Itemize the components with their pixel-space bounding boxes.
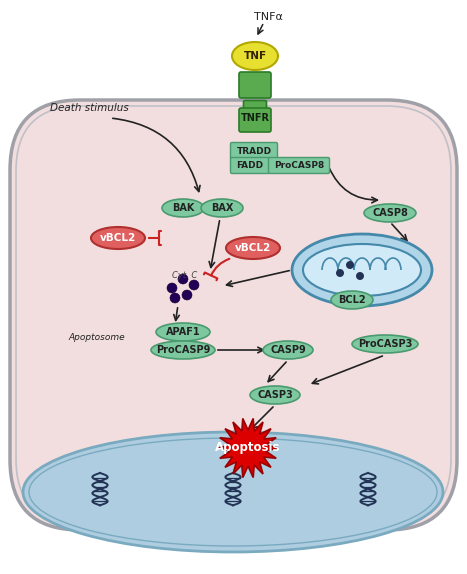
Text: ProCASP8: ProCASP8 [274, 161, 324, 169]
Circle shape [178, 274, 188, 284]
Ellipse shape [263, 341, 313, 359]
Ellipse shape [226, 237, 280, 259]
Circle shape [336, 269, 344, 277]
Text: CASP8: CASP8 [372, 208, 408, 218]
Text: vBCL2: vBCL2 [235, 243, 271, 253]
Ellipse shape [162, 199, 204, 217]
Ellipse shape [91, 227, 145, 249]
Circle shape [167, 283, 177, 293]
FancyBboxPatch shape [231, 142, 277, 160]
Text: Cyt. C: Cyt. C [172, 270, 198, 280]
Ellipse shape [23, 432, 443, 552]
Polygon shape [218, 418, 278, 478]
Ellipse shape [151, 341, 215, 359]
Ellipse shape [331, 291, 373, 309]
Text: TNF: TNF [243, 51, 267, 61]
FancyBboxPatch shape [269, 157, 330, 173]
Ellipse shape [201, 199, 243, 217]
Text: ProCASP9: ProCASP9 [156, 345, 210, 355]
FancyBboxPatch shape [231, 157, 269, 173]
Text: TNFR: TNFR [241, 113, 269, 123]
Text: BCL2: BCL2 [338, 295, 366, 305]
Text: Apoptosis: Apoptosis [215, 441, 281, 455]
Text: BAX: BAX [211, 203, 233, 213]
Text: CASP9: CASP9 [270, 345, 306, 355]
FancyBboxPatch shape [239, 72, 271, 98]
Ellipse shape [364, 204, 416, 222]
Text: APAF1: APAF1 [166, 327, 200, 337]
Text: CASP3: CASP3 [257, 390, 293, 400]
Text: Death stimulus: Death stimulus [50, 103, 129, 113]
FancyBboxPatch shape [243, 100, 267, 118]
Ellipse shape [303, 244, 421, 296]
Text: vBCL2: vBCL2 [100, 233, 136, 243]
Circle shape [182, 290, 192, 300]
Text: TNFα: TNFα [254, 12, 283, 22]
Circle shape [356, 272, 364, 280]
Circle shape [170, 293, 180, 303]
Text: ProCASP3: ProCASP3 [358, 339, 412, 349]
Ellipse shape [232, 42, 278, 70]
Ellipse shape [352, 335, 418, 353]
Circle shape [346, 261, 354, 269]
Text: Apoptosome: Apoptosome [68, 332, 125, 342]
Ellipse shape [292, 234, 432, 306]
Text: TRADD: TRADD [236, 146, 272, 156]
Text: FADD: FADD [236, 161, 263, 169]
FancyBboxPatch shape [239, 108, 271, 132]
Circle shape [189, 280, 199, 290]
FancyBboxPatch shape [10, 100, 457, 530]
Ellipse shape [250, 386, 300, 404]
Text: BAK: BAK [172, 203, 194, 213]
Ellipse shape [156, 323, 210, 341]
